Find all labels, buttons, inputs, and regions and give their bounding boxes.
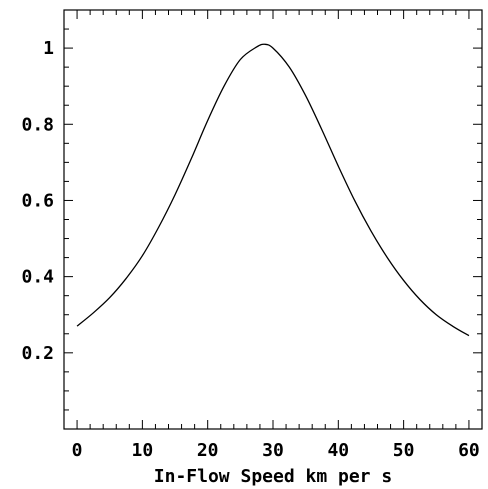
series-line — [76, 43, 470, 337]
x-tick-label: 30 — [262, 440, 284, 461]
x-tick-label: 0 — [72, 440, 83, 461]
x-tick-label: 20 — [197, 440, 219, 461]
y-tick-label: 0.4 — [21, 267, 54, 288]
x-axis-label: In-Flow Speed km per s — [154, 466, 392, 487]
x-tick-label: 10 — [132, 440, 154, 461]
x-tick-label: 40 — [327, 440, 349, 461]
y-tick-label: 0.8 — [21, 114, 54, 135]
plot-frame — [63, 9, 483, 430]
tick-labels: 0 10 20 30 40 50 60 0.2 0.4 0.6 0.8 1 — [21, 38, 479, 461]
y-tick-label: 0.6 — [21, 190, 54, 211]
x-tick-label: 60 — [458, 440, 480, 461]
y-tick-label: 0.2 — [21, 343, 54, 364]
x-tick-label: 50 — [393, 440, 415, 461]
ticks — [64, 10, 482, 429]
y-tick-label: 1 — [43, 38, 54, 59]
series-layer — [76, 43, 470, 337]
